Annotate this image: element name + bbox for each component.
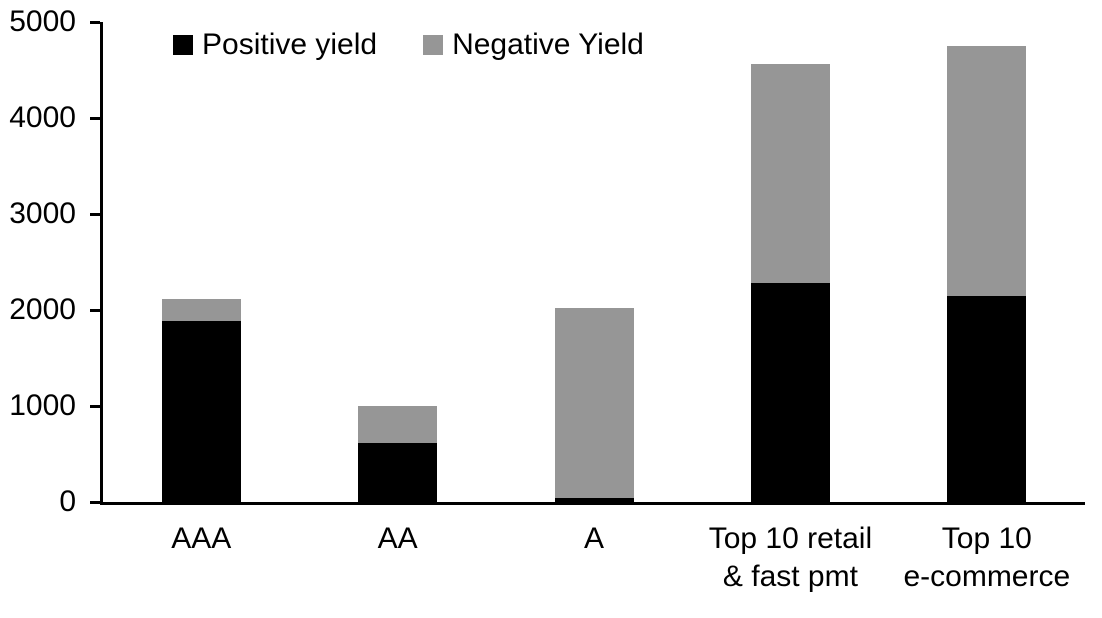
bar-aaa: [161, 298, 241, 502]
category-slot-top-10-e-commerce: [889, 22, 1085, 502]
legend-item-negative-yield: Negative Yield: [423, 27, 644, 63]
bar-top-10-retail-fast-pmt: [750, 64, 830, 502]
chart-legend: Positive yield Negative Yield: [173, 27, 644, 63]
y-axis-tick: [90, 212, 100, 216]
legend-label: Negative Yield: [452, 28, 644, 61]
y-axis-tick-label: 3000: [9, 197, 76, 230]
y-axis-tick-label: 0: [59, 485, 76, 518]
y-axis-tick: [90, 500, 100, 504]
category-slot-top-10-retail-fast-pmt: [692, 22, 888, 502]
segment-positive-yield: [554, 497, 634, 502]
y-axis-tick: [90, 116, 100, 120]
segment-positive-yield: [947, 295, 1027, 502]
y-axis-tick-label: 1000: [9, 389, 76, 422]
y-axis-tick: [90, 404, 100, 408]
y-axis-tick-label: 4000: [9, 101, 76, 134]
y-axis-tick-label: 2000: [9, 293, 76, 326]
x-axis-label-aaa: AAA: [171, 522, 232, 555]
segment-negative-yield: [358, 406, 438, 443]
legend-label: Positive yield: [202, 28, 378, 61]
legend-swatch-negative-yield: [423, 35, 444, 55]
segment-positive-yield: [161, 320, 241, 502]
segment-negative-yield: [947, 46, 1027, 296]
bar-aa: [358, 406, 438, 502]
segment-negative-yield: [750, 64, 830, 284]
segment-positive-yield: [750, 283, 830, 502]
plot-area: [90, 20, 1085, 505]
y-axis-tick: [90, 308, 100, 312]
x-axis-label-top-10-retail-fast-pmt: Top 10 retail & fast pmt: [708, 522, 873, 593]
y-axis-labels: 0 1000 2000 3000 4000 5000: [0, 5, 76, 518]
bars-container: [103, 22, 1085, 502]
segment-negative-yield: [554, 307, 634, 498]
bar-top-10-e-commerce: [947, 46, 1027, 502]
x-axis-labels: AAA AA A Top 10 retail & fast pmt Top 10 e-c…: [103, 520, 1085, 596]
category-slot-a: [496, 22, 692, 502]
legend-swatch-positive-yield: [173, 35, 193, 55]
category-slot-aaa: [103, 22, 299, 502]
segment-negative-yield: [161, 298, 241, 321]
category-slot-aa: [299, 22, 495, 502]
x-axis-label-top-10-e-commerce: Top 10 e-commerce: [903, 522, 1071, 593]
legend-item-positive-yield: Positive yield: [173, 27, 377, 63]
bar-a: [554, 307, 634, 502]
segment-positive-yield: [358, 443, 438, 502]
x-axis-label-a: A: [584, 522, 605, 555]
x-axis-label-aa: AA: [377, 522, 418, 555]
y-axis-tick-label: 5000: [9, 5, 76, 38]
y-axis-tick: [90, 20, 100, 24]
